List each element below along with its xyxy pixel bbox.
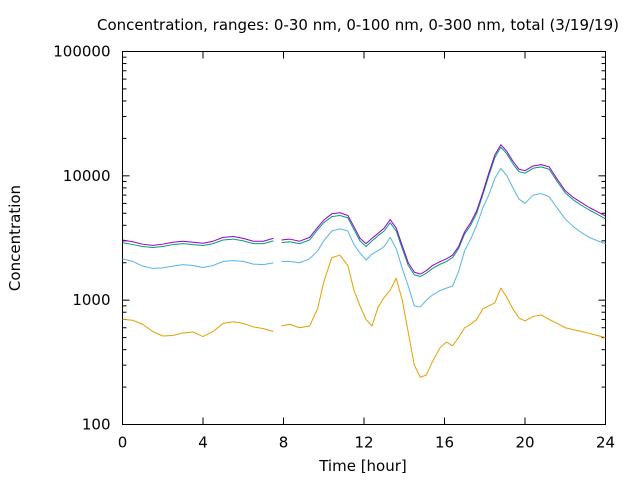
y-tick-label: 1000 [72,291,110,309]
y-tick-label: 10000 [63,167,111,185]
series-group [122,144,606,378]
series-line-3-segment-2 [281,146,606,277]
plot-frame [122,51,606,425]
series-line-4-segment-2 [281,144,606,275]
chart-title: Concentration, ranges: 0-30 nm, 0-100 nm… [97,16,619,34]
x-axis-label: Time [hour] [318,457,407,475]
series-line-1-segment-2 [281,254,606,378]
y-tick-label: 100000 [53,43,110,61]
x-tick-label: 8 [279,434,289,452]
x-tick-label: 0 [118,434,128,452]
x-tick-label: 24 [596,434,615,452]
y-tick-label: 100 [82,416,111,434]
y-axis-label: Concentration [6,185,24,291]
x-tick-label: 16 [435,434,454,452]
x-tick-label: 4 [198,434,208,452]
x-tick-label: 20 [515,434,534,452]
series-line-2-segment-1 [122,258,274,269]
series-line-4-segment-1 [122,236,274,246]
series-line-3-segment-1 [122,238,274,249]
series-line-2-segment-2 [281,167,606,308]
x-tick-label: 12 [354,434,373,452]
series-line-1-segment-1 [122,318,274,338]
axis-ticks: 0 4 8 12 16 20 24 100 1000 10000 100000 [53,43,615,452]
